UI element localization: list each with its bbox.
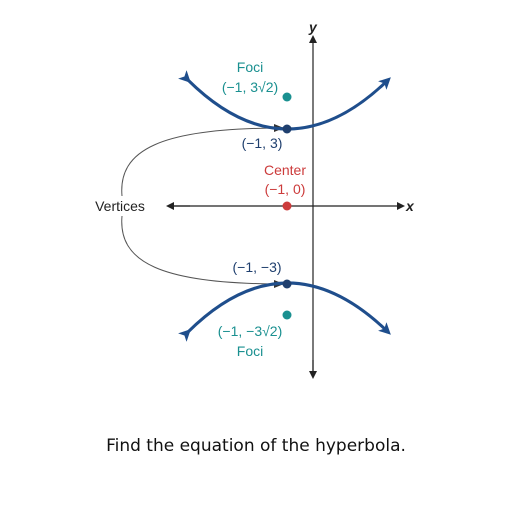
center-point xyxy=(282,201,292,211)
y-axis-label: y xyxy=(308,19,318,35)
vertices-leader-top xyxy=(121,124,284,197)
focus-top-point xyxy=(282,92,292,102)
vertex-top-point xyxy=(282,124,292,134)
vertices-leader-bottom xyxy=(121,215,284,288)
center-title: Center xyxy=(264,162,306,178)
foci-bottom-coords: (−1, −3√2) xyxy=(218,323,283,339)
foci-top-coords: (−1, 3√2) xyxy=(222,79,278,95)
center-coords: (−1, 0) xyxy=(265,181,306,197)
vertex-bottom-point xyxy=(282,279,292,289)
foci-bottom-title: Foci xyxy=(237,343,263,359)
focus-bottom-point xyxy=(282,310,292,320)
vertices-label: Vertices xyxy=(95,198,145,214)
hyperbola-upper-branch xyxy=(178,70,391,131)
vertex-bottom-label: (−1, −3) xyxy=(232,259,281,275)
x-axis-label: x xyxy=(405,198,415,214)
vertex-top-label: (−1, 3) xyxy=(242,135,283,151)
question-caption: Find the equation of the hyperbola. xyxy=(106,436,406,456)
foci-top-title: Foci xyxy=(237,59,263,75)
